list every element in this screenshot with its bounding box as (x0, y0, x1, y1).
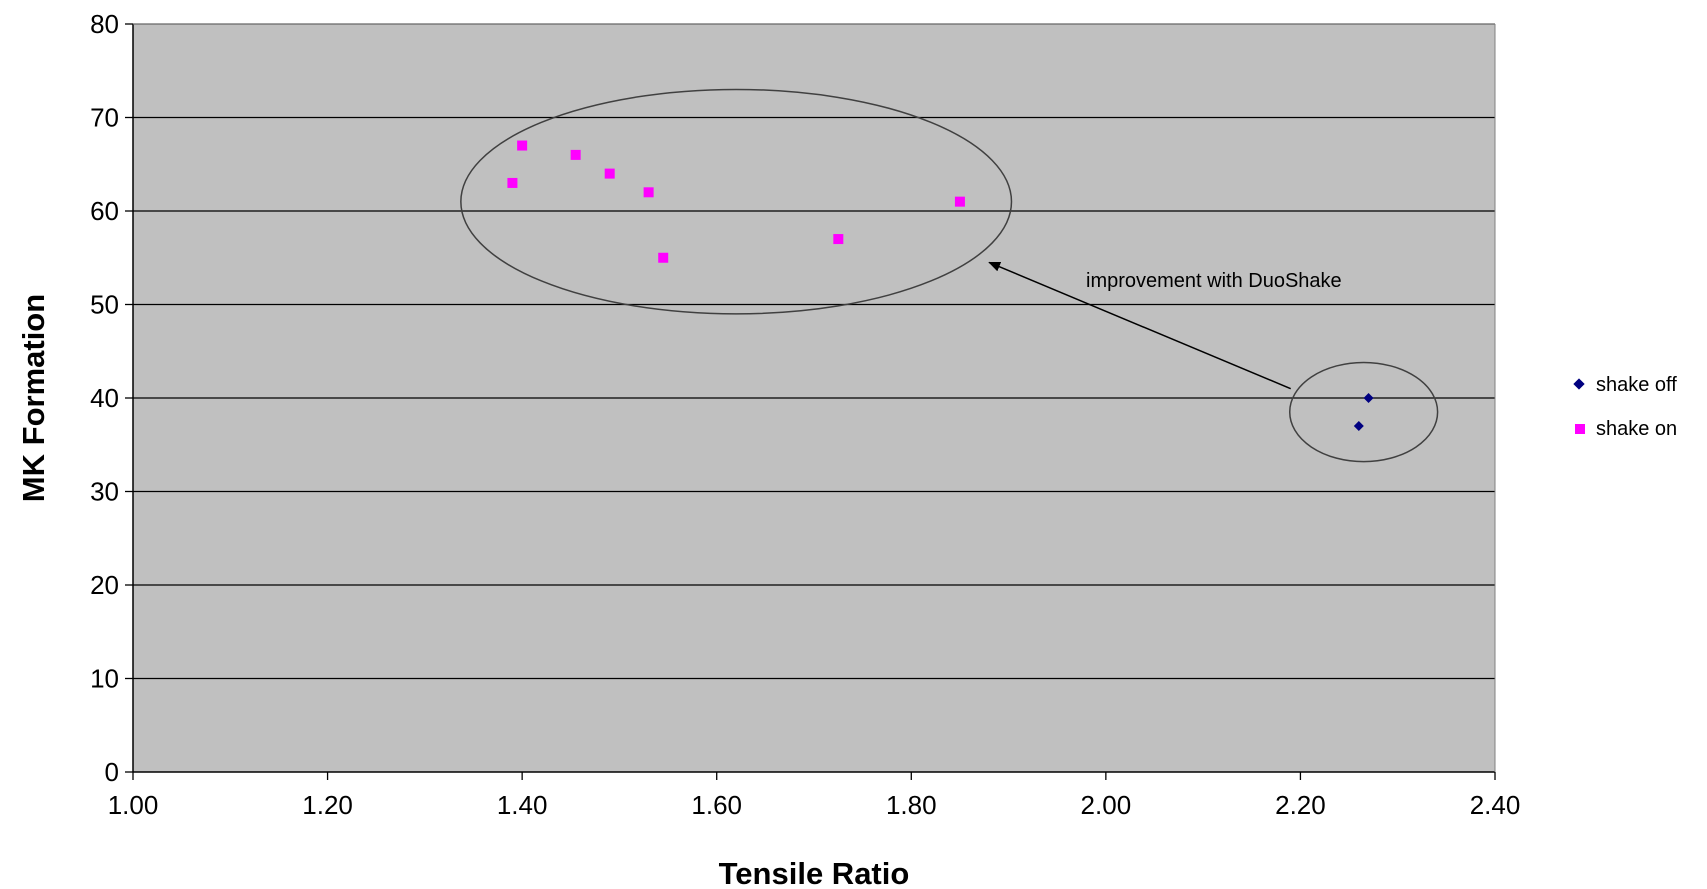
y-axis-title: MK Formation (16, 294, 51, 502)
data-point-shake-on (570, 149, 581, 160)
data-point-shake-on (954, 196, 965, 207)
data-point-shake-on (658, 252, 669, 263)
data-point-shake-off (1353, 421, 1364, 432)
x-tick-label: 1.80 (886, 790, 937, 820)
x-tick-label: 2.00 (1081, 790, 1132, 820)
annotation: improvement with DuoShake (988, 261, 1342, 390)
annotation-text: improvement with DuoShake (1086, 270, 1342, 292)
x-tick-label: 1.20 (302, 790, 353, 820)
highlight-ellipse (1288, 361, 1439, 463)
x-tick-label: 2.20 (1275, 790, 1326, 820)
data-point-shake-on (507, 177, 518, 188)
highlight-ellipse (460, 88, 1013, 315)
x-tick-label: 2.40 (1470, 790, 1521, 820)
x-tick-label: 1.40 (497, 790, 548, 820)
legend: shake off shake on (1573, 374, 1677, 440)
data-point-shake-on (604, 168, 615, 179)
y-tick-label: 70 (90, 103, 119, 133)
y-tick-label: 50 (90, 290, 119, 320)
axes (132, 23, 1496, 773)
highlight-ellipses (460, 88, 1439, 463)
y-tick-label: 40 (90, 383, 119, 413)
y-tick-label: 80 (90, 9, 119, 39)
data-points (507, 140, 1374, 432)
y-tick-label: 20 (90, 570, 119, 600)
data-point-shake-off (1363, 393, 1374, 403)
legend-marker-shake-on (1575, 424, 1585, 434)
y-tick-label: 30 (90, 477, 119, 507)
y-axis-ticks: 0 10 20 30 40 50 60 70 80 (90, 9, 133, 787)
data-point-shake-on (833, 234, 844, 245)
y-tick-label: 10 (90, 664, 119, 694)
annotation-arrow (988, 261, 1291, 390)
legend-label-shake-on: shake on (1596, 418, 1677, 440)
y-tick-label: 0 (105, 757, 119, 787)
x-axis-title: Tensile Ratio (719, 856, 910, 889)
x-tick-label: 1.60 (691, 790, 742, 820)
legend-marker-shake-off (1573, 378, 1585, 390)
data-point-shake-on (643, 187, 654, 198)
x-tick-label: 1.00 (108, 790, 159, 820)
x-axis-ticks: 1.00 1.20 1.40 1.60 1.80 2.00 2.20 2.40 (108, 772, 1521, 820)
data-point-shake-on (517, 140, 528, 151)
legend-label-shake-off: shake off (1596, 374, 1677, 396)
y-tick-label: 60 (90, 196, 119, 226)
